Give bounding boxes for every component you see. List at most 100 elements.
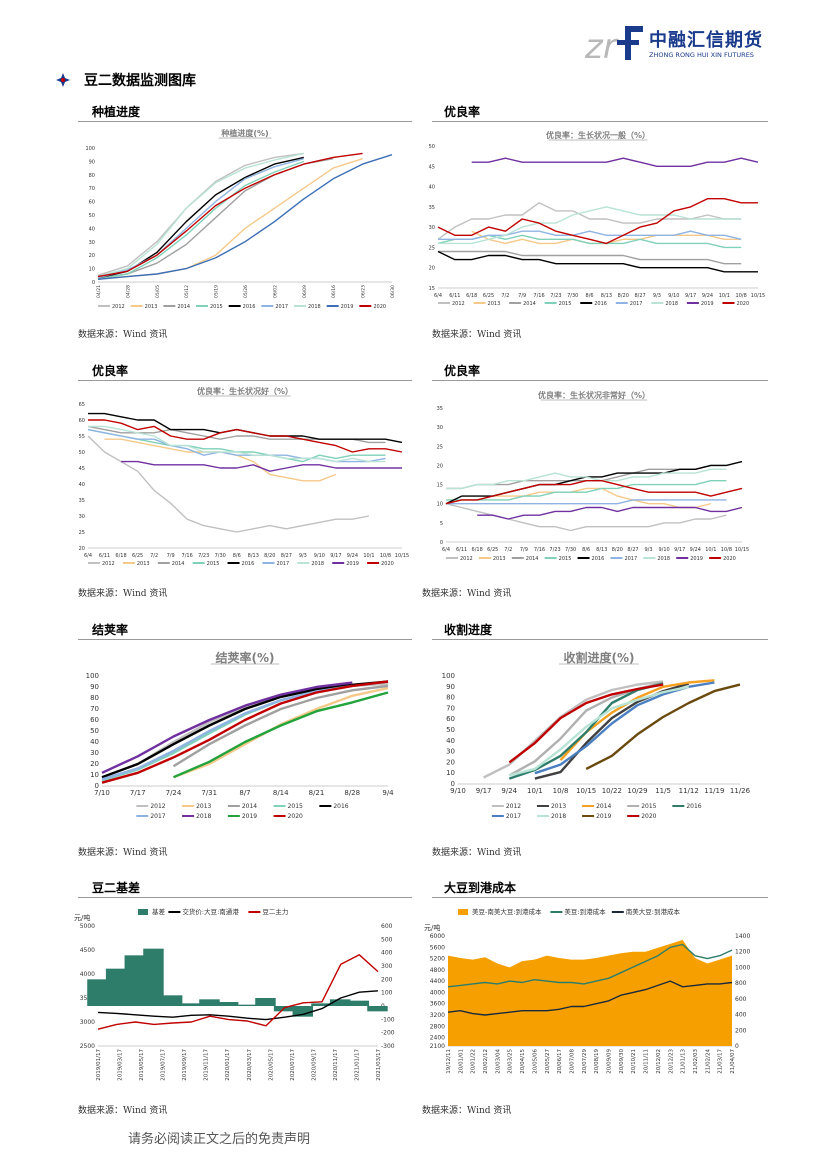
x-tick-label: 11/19 xyxy=(704,787,724,795)
legend-label: 2019 xyxy=(596,813,611,820)
x-tick-label: 20/03/25 xyxy=(508,1049,514,1074)
y-tick-label: 40 xyxy=(446,737,455,745)
legend-label: 2015 xyxy=(559,556,572,562)
y-tick-label: 10 xyxy=(89,267,95,273)
legend-label: 2014 xyxy=(523,301,536,307)
x-tick-label: 20/11/11 xyxy=(644,1049,650,1074)
series-line xyxy=(446,480,727,501)
divider xyxy=(432,380,768,381)
legend-label: 2013 xyxy=(145,304,158,310)
x-tick-label: 6/18 xyxy=(466,293,477,299)
y-tick-label: 40 xyxy=(90,738,99,746)
section-title: 豆二数据监测图库 xyxy=(84,73,196,89)
x-tick-label: 05/12 xyxy=(184,285,190,298)
y-tick-label: 40 xyxy=(429,185,435,191)
y-tick-label: 2100 xyxy=(430,1043,445,1050)
x-tick-label: 06/09 xyxy=(302,285,308,298)
panel-title-import-cost: 大豆到港成本 xyxy=(444,881,517,895)
y-tick-label: 25 xyxy=(429,245,435,251)
panel-title-harvest: 收割进度 xyxy=(444,623,493,637)
basis-bar xyxy=(292,1006,314,1017)
x-tick-label: 8/27 xyxy=(634,293,645,299)
series-line xyxy=(483,680,664,779)
x-tick-label: 8/21 xyxy=(309,789,325,797)
y2-tick-label: -200 xyxy=(381,1030,395,1037)
legend-label: 2018 xyxy=(665,301,678,307)
legend-label: 2016 xyxy=(592,556,605,562)
panel-title-basis: 豆二基差 xyxy=(92,881,141,895)
basis-bar xyxy=(87,979,108,1006)
y-tick-label: 15 xyxy=(437,483,443,489)
legend-label: 2015 xyxy=(559,301,572,307)
x-tick-label: 6/4 xyxy=(84,553,92,559)
x-tick-label: 7/9 xyxy=(167,553,175,559)
series-line xyxy=(101,680,389,784)
y2-tick-label: 600 xyxy=(735,996,747,1003)
x-tick-label: 9/24 xyxy=(690,547,701,553)
basis-bar xyxy=(124,955,146,1006)
source-note: 数据来源：Wind 资讯 xyxy=(78,848,168,858)
x-tick-label: 20/12/23 xyxy=(668,1049,674,1074)
y-tick-label: 4000 xyxy=(80,971,95,978)
x-tick-label: 8/20 xyxy=(612,547,623,553)
y-tick-label: 2400 xyxy=(430,1035,445,1042)
chart-title: 优良率：生长状况非常好（%） xyxy=(538,390,650,400)
y-tick-label: 0 xyxy=(451,780,455,788)
y-tick-label: 30 xyxy=(79,514,85,520)
divider xyxy=(78,897,412,898)
y-tick-label: 25 xyxy=(437,444,443,450)
x-tick-label: 7/9 xyxy=(518,293,526,299)
legend-label: 2017 xyxy=(624,556,637,562)
legend-label: 2020 xyxy=(288,813,303,820)
x-tick-label: 6/18 xyxy=(115,553,126,559)
series-line xyxy=(509,685,689,777)
x-tick-label: 10/1 xyxy=(719,293,730,299)
y-tick-label: 45 xyxy=(79,466,85,472)
x-tick-label: 11/5 xyxy=(655,787,671,795)
panel-title-condition-excellent: 优良率 xyxy=(444,364,481,378)
condition-good-chart: 优良率：生长状况好（%） 20 25 30 35 40 45 50 55 60 65 6/4 6/11 6… xyxy=(66,382,410,578)
x-tick-label: 8/20 xyxy=(264,553,275,559)
x-tick-label: 9/3 xyxy=(653,293,661,299)
legend-label: 2019 xyxy=(346,561,359,567)
x-tick-label: 21/03/17 xyxy=(718,1049,724,1074)
x-tick-label: 9/17 xyxy=(674,547,685,553)
chart-svg: 优良率：生长状况好（%） 20 25 30 35 40 45 50 55 60 65 6/4 6/11 6… xyxy=(79,386,410,567)
y-axis-label: 元/吨 xyxy=(424,923,440,932)
harvest-progress-chart: 收割进度(%) 0 10 20 30 40 50 60 70 80 90 100 9/10 9/17 9/2… xyxy=(432,642,766,838)
legend-label: 2012 xyxy=(102,561,115,567)
basis-bar xyxy=(311,1003,332,1006)
divider xyxy=(432,639,768,640)
series-line xyxy=(445,480,743,505)
x-tick-label: 7/2 xyxy=(501,293,509,299)
series-line xyxy=(121,460,402,472)
legend-label: 2020 xyxy=(381,561,394,567)
source-note: 数据来源：Wind 资讯 xyxy=(432,848,522,858)
x-tick-label: 10/8 xyxy=(721,547,732,553)
chart-svg: 优良率：生长状况一般（%） 15 20 25 30 35 40 45 50 6/4 6/11 6/18… xyxy=(429,130,766,307)
x-tick-label: 7/31 xyxy=(201,789,217,797)
x-tick-label: 21/02/03 xyxy=(693,1049,699,1074)
legend-label: 2012 xyxy=(452,301,465,307)
series-line xyxy=(437,250,758,273)
y-tick-label: 30 xyxy=(437,425,443,431)
disclaimer-footer: 请务必阅读正文之后的免责声明 xyxy=(128,1132,311,1147)
legend-label: 2015 xyxy=(207,561,220,567)
basis-chart: 250030003500400045005000-300-200-1000100… xyxy=(70,900,410,1096)
x-tick-label: 7/24 xyxy=(166,789,182,797)
legend-label: 2012 xyxy=(150,803,165,810)
x-tick-label: 05/19 xyxy=(214,285,220,298)
y-tick-label: 80 xyxy=(446,694,455,702)
y2-tick-label: 300 xyxy=(381,963,393,970)
x-tick-label: 2019/03/17 xyxy=(118,1049,124,1081)
x-tick-label: 20/12/02 xyxy=(656,1049,662,1074)
x-tick-label: 9/24 xyxy=(501,787,517,795)
x-tick-label: 9/4 xyxy=(382,789,394,797)
y-tick-label: 35 xyxy=(429,205,435,211)
x-tick-label: 8/28 xyxy=(344,789,360,797)
x-tick-label: 10/1 xyxy=(363,553,374,559)
chart-title: 优良率：生长状况一般（%） xyxy=(546,130,650,140)
legend-label: 2012 xyxy=(506,803,521,810)
y2-tick-label: -300 xyxy=(381,1043,395,1050)
condition-excellent-chart: 优良率：生长状况非常好（%） 0 5 10 15 20 25 30 35 6/4 6/11 6/18 6… xyxy=(420,382,766,578)
